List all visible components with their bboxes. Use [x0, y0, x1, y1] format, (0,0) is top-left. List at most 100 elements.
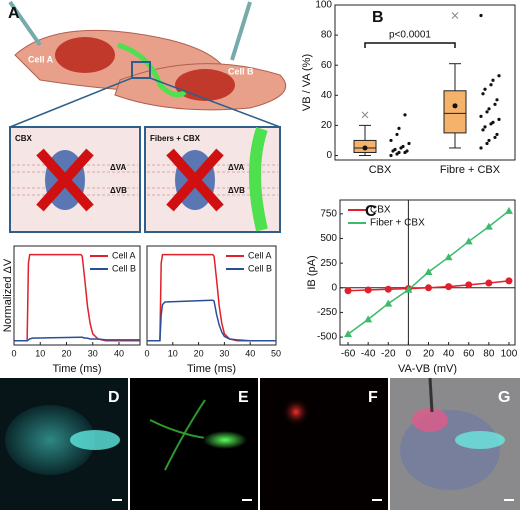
x-tick-label: -40 [361, 349, 376, 360]
cells [5, 405, 95, 475]
x-tick-label: 0 [406, 349, 412, 360]
data-point [401, 144, 405, 149]
x-tick-label: 10 [35, 348, 45, 358]
y-tick-label: 20 [321, 120, 333, 131]
x-tick-label: -60 [341, 349, 356, 360]
data-point [479, 146, 483, 150]
y-axis-label: IB (pA) [306, 255, 318, 289]
y-tick-label: -250 [317, 307, 337, 318]
plot-frame [13, 245, 141, 346]
x-tick-label: 40 [114, 348, 124, 358]
marker [344, 330, 353, 338]
y-tick-label: 500 [320, 233, 337, 244]
legend-label: Fiber + CBX [370, 218, 425, 229]
pipette [230, 1, 252, 61]
x-axis-label: Time (ms) [52, 363, 101, 375]
series-line [14, 336, 140, 342]
data-point [487, 107, 491, 111]
panel-label: E [238, 389, 249, 406]
dye-spot [282, 398, 310, 426]
marker [484, 222, 493, 230]
marker [505, 277, 513, 285]
legend-label: Cell B [112, 263, 136, 273]
y-tick-label: 0 [331, 282, 337, 293]
marker [404, 285, 413, 293]
data-point [491, 120, 495, 124]
dv-label: ΔVB [110, 186, 127, 195]
x-axis-label: Time (ms) [187, 363, 236, 375]
marker [485, 279, 493, 287]
data-point [395, 132, 399, 137]
x-tick-label: 30 [219, 348, 229, 358]
legend-label: Cell B [248, 263, 272, 273]
data-point [493, 135, 497, 140]
plot-frame [146, 245, 277, 346]
data-point [495, 132, 499, 137]
outlier [361, 111, 369, 119]
data-point [403, 113, 407, 117]
x-tick-label: 40 [443, 349, 455, 360]
data-point [479, 114, 483, 118]
panel-label: A [8, 5, 20, 22]
marker [464, 237, 473, 245]
fiber [117, 42, 187, 98]
x-tick-label: 10 [168, 348, 178, 358]
box-title: CBX [15, 134, 33, 143]
box-title: Fibers + CBX [150, 134, 201, 143]
series-line [147, 299, 276, 342]
cell-label: Cell B [228, 66, 254, 76]
panel-label: D [108, 389, 120, 406]
x-tick-label: 20 [194, 348, 204, 358]
y-tick-label: 0 [326, 150, 332, 161]
micrographs [0, 377, 520, 510]
zoom-line [149, 77, 281, 128]
x-tick-label: Fibre + CBX [440, 164, 501, 176]
data-point [397, 126, 401, 130]
pipette [428, 377, 434, 413]
data-point [483, 125, 487, 129]
block-mark [166, 148, 224, 212]
marker [384, 299, 393, 307]
data-point [389, 153, 393, 158]
block-mark [36, 148, 94, 212]
data-point [497, 117, 501, 121]
data-point [407, 141, 411, 146]
marker [465, 281, 473, 289]
x-tick-label: 0 [11, 348, 16, 358]
mean [452, 103, 458, 109]
x-tick-label: 20 [61, 348, 71, 358]
y-axis-label: VB / VA (%) [301, 54, 313, 111]
data-point [481, 92, 485, 96]
legend-label: Cell A [112, 250, 136, 260]
x-tick-label: 100 [501, 349, 518, 360]
data-point [483, 87, 487, 91]
zoom-line [9, 77, 133, 128]
cell-label: Cell A [28, 54, 54, 64]
panel-label: G [498, 389, 510, 406]
marker [364, 286, 372, 294]
plot-frame [334, 4, 516, 161]
illustration: Cell A Cell B CBX ΔVA ΔVB Fibers + CBX Δ… [8, 0, 287, 233]
y-tick-label: 60 [321, 60, 333, 71]
y-tick-label: 80 [321, 30, 333, 41]
x-axis-label: VA-VB (mV) [398, 363, 457, 375]
y-tick-label: 250 [320, 258, 337, 269]
marker [504, 206, 513, 214]
data-point [489, 83, 493, 87]
marker [364, 315, 373, 323]
marker [445, 283, 453, 291]
y-tick-label: 40 [321, 90, 333, 101]
nucleus [175, 69, 235, 101]
data-point [487, 138, 491, 143]
dye [412, 408, 448, 432]
legend-label: Cell A [248, 250, 272, 260]
fiber [249, 127, 268, 232]
x-tick-label: 80 [483, 349, 495, 360]
x-tick-label: 30 [88, 348, 98, 358]
marker [424, 268, 433, 276]
marker [344, 287, 352, 295]
data-point [495, 98, 499, 102]
x-tick-label: 60 [463, 349, 475, 360]
zoom-box [131, 61, 151, 79]
